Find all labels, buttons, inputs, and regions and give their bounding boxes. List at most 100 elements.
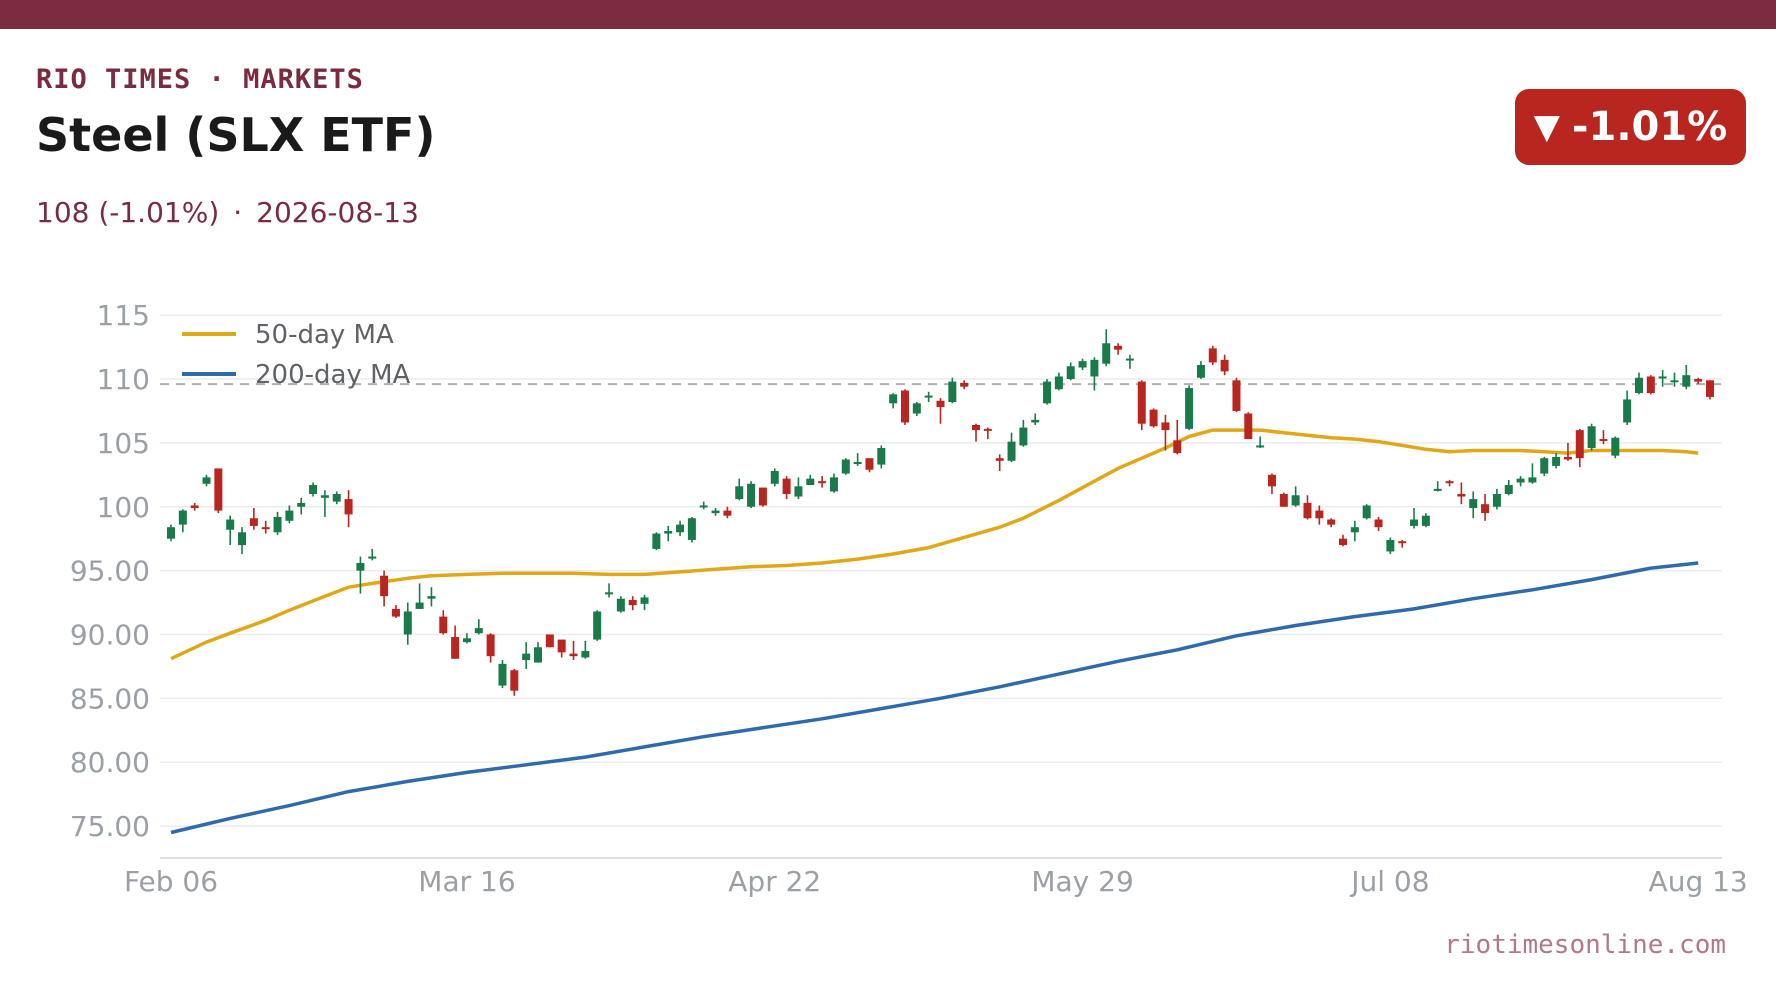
- y-tick-label: 95.00: [70, 555, 150, 588]
- candle: [545, 634, 554, 648]
- candle-body: [1386, 539, 1395, 552]
- candle: [972, 423, 981, 442]
- candle-body: [735, 486, 744, 500]
- candle-body: [806, 478, 815, 486]
- x-tick-label: Apr 22: [728, 865, 821, 898]
- candle-body: [593, 611, 602, 640]
- candle: [1469, 491, 1478, 519]
- candle: [403, 602, 412, 645]
- candle-body: [261, 527, 270, 530]
- candle: [1528, 463, 1537, 484]
- candle-body: [202, 477, 211, 484]
- candle: [1185, 385, 1194, 431]
- candle: [628, 596, 637, 611]
- candle: [1350, 520, 1359, 542]
- candle-body: [368, 556, 377, 559]
- candle-body: [1173, 440, 1182, 454]
- y-tick-label: 100: [97, 491, 150, 524]
- candle: [1256, 436, 1265, 448]
- candle: [533, 642, 542, 663]
- candle-body: [841, 459, 850, 474]
- candle: [912, 402, 921, 417]
- candle: [522, 642, 531, 669]
- quote-date: 2026-08-13: [256, 196, 419, 229]
- candle: [1599, 430, 1608, 445]
- candle-body: [1066, 366, 1075, 380]
- candle: [297, 497, 306, 515]
- candle: [1552, 453, 1561, 469]
- candle: [344, 490, 353, 528]
- candle: [676, 520, 685, 537]
- candle: [238, 527, 247, 555]
- candle: [498, 660, 507, 689]
- candle: [1244, 412, 1253, 440]
- candle-body: [439, 616, 448, 634]
- candle-body: [1469, 499, 1478, 509]
- ma200-line: [170, 561, 1699, 835]
- axis-layer: 115 110 105 100 95.00 90.00 85.00 80.00 75.00 Feb…: [70, 299, 1748, 898]
- candle: [1634, 372, 1643, 395]
- candle-body: [427, 596, 436, 599]
- x-tick-label: Aug 13: [1649, 865, 1748, 898]
- candle: [356, 556, 365, 594]
- candle-body: [1658, 376, 1667, 379]
- candle-body: [1185, 387, 1194, 429]
- candle-body: [249, 518, 258, 526]
- candle: [1386, 537, 1395, 555]
- candle: [1587, 423, 1596, 451]
- candle-body: [983, 428, 992, 431]
- price-change-text: 108 (-1.01%): [36, 196, 220, 229]
- candle: [1267, 473, 1276, 494]
- candle: [699, 501, 708, 510]
- candle-body: [1208, 348, 1217, 363]
- candle-body: [676, 524, 685, 533]
- candle-body: [1161, 422, 1170, 431]
- candle: [995, 454, 1004, 471]
- moving-average-layer: [170, 428, 1699, 835]
- candle: [1516, 476, 1525, 487]
- candle-body: [320, 495, 329, 498]
- candle: [190, 502, 199, 511]
- candle-body: [794, 486, 803, 497]
- candle-body: [829, 477, 838, 492]
- candle-body: [605, 592, 614, 595]
- candle: [1481, 493, 1490, 521]
- candle-body: [545, 634, 554, 648]
- candle: [900, 389, 909, 426]
- candle: [723, 506, 732, 519]
- candle: [391, 605, 400, 618]
- candle: [593, 610, 602, 641]
- candle-body: [1256, 445, 1265, 448]
- candle: [889, 393, 898, 409]
- candle-body: [1492, 493, 1501, 507]
- candle-body: [1125, 358, 1134, 361]
- candle-body: [1315, 510, 1324, 519]
- candle-body: [1350, 527, 1359, 533]
- candle: [1575, 428, 1584, 468]
- candle: [557, 639, 566, 658]
- candle-body: [1421, 515, 1430, 526]
- candle: [439, 610, 448, 635]
- candle: [924, 391, 933, 403]
- candle-body: [1481, 504, 1490, 514]
- candle: [1457, 482, 1466, 505]
- candle-body: [1137, 381, 1146, 424]
- candle-body: [889, 394, 898, 404]
- candle: [1398, 539, 1407, 548]
- change-badge: ▼ -1.01%: [1515, 89, 1746, 165]
- candle-body: [1706, 380, 1714, 397]
- candle-body: [1327, 519, 1336, 525]
- candle-body: [782, 478, 791, 494]
- candle: [616, 596, 625, 613]
- candle-body: [238, 532, 247, 546]
- candle-body: [995, 458, 1004, 461]
- candle-body: [462, 638, 471, 643]
- grid-layer: [160, 314, 1722, 827]
- candle-body: [309, 485, 318, 494]
- candle: [1149, 408, 1158, 428]
- candle-body: [226, 519, 235, 530]
- candle: [1445, 479, 1454, 487]
- candle-body: [853, 462, 862, 465]
- candle-body: [664, 531, 673, 534]
- y-tick-label: 115: [97, 299, 150, 332]
